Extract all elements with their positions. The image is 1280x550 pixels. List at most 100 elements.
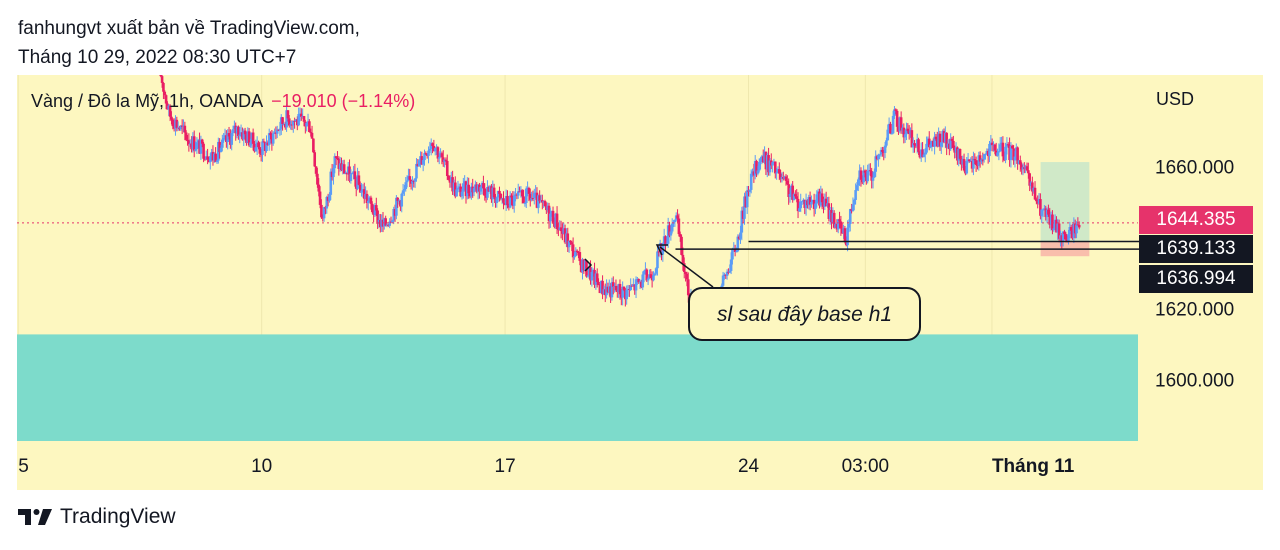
candle-body (725, 271, 729, 276)
candle-body (453, 182, 457, 197)
candle-body (380, 219, 383, 227)
candle-body (265, 142, 268, 152)
candle-body (431, 143, 434, 146)
candle-body (798, 208, 801, 212)
candle-body (1039, 199, 1042, 216)
candle-body (1051, 214, 1054, 231)
candle-body (498, 190, 501, 194)
candle-body (439, 153, 442, 158)
candle-body (945, 132, 948, 148)
horizontal-levels (17, 222, 1140, 250)
candle-body (620, 294, 623, 298)
candle-body (249, 142, 252, 146)
candle-body (259, 153, 263, 155)
candle-body (656, 251, 659, 269)
candle-body (171, 119, 175, 127)
candle-body (605, 286, 608, 296)
candle-body (330, 171, 334, 178)
candle-body (512, 195, 516, 206)
candle-body (336, 157, 339, 159)
candle-body (775, 172, 778, 174)
candle-body (329, 171, 333, 195)
candle-body (508, 195, 512, 208)
price-chart[interactable]: 1660.000 1620.000 1600.000 5 10 17 24 03:00 Thá… (17, 75, 1263, 490)
candle-body (194, 149, 197, 151)
candle-body (625, 289, 628, 300)
candle-body (364, 193, 367, 199)
candle-body (239, 132, 243, 135)
candle-body (225, 135, 228, 143)
candle-body (537, 195, 540, 208)
candle-body (752, 171, 756, 176)
candle-body (1077, 224, 1081, 228)
candle-body (819, 193, 823, 206)
candle-body (1005, 144, 1009, 147)
candle-body (1035, 199, 1038, 202)
candle-body (949, 138, 952, 150)
candle-body (441, 157, 445, 162)
annotation-callout[interactable]: sl sau đây base h1 (688, 287, 921, 341)
candle-body (640, 281, 643, 288)
candle-body (1000, 142, 1003, 145)
candle-body (421, 160, 425, 165)
candle-body (554, 213, 558, 227)
candle-body (447, 176, 450, 180)
candle-body (196, 140, 200, 143)
candle-body (1073, 223, 1077, 234)
x-tick-label: 17 (495, 456, 516, 477)
candle-body (727, 271, 730, 273)
candle-body (609, 286, 612, 298)
candle-body (297, 114, 300, 126)
candle-body (247, 131, 251, 146)
candle-body (221, 139, 224, 148)
candle-body (889, 123, 892, 134)
annotation-arrow (584, 244, 714, 288)
take-profit-zone (1040, 162, 1090, 242)
candle-body (723, 274, 726, 276)
candle-body (184, 132, 188, 140)
candle-body (877, 154, 880, 160)
candle-body (800, 201, 804, 203)
candle-body (565, 233, 568, 243)
candle-body (832, 212, 836, 228)
candle-body (293, 120, 296, 122)
candle-body (919, 149, 923, 158)
x-tick-label: 24 (738, 456, 760, 477)
candle-body (760, 156, 764, 159)
candle-body (771, 162, 774, 166)
candle-body (957, 149, 961, 161)
candle-body (970, 161, 974, 169)
candle-body (320, 204, 323, 218)
candle-body (784, 176, 788, 181)
candle-body (997, 151, 1001, 153)
candle-body (965, 160, 969, 174)
footer-brand[interactable]: TradingView (18, 505, 176, 529)
candle-body (1072, 223, 1076, 239)
candle-body (218, 141, 221, 152)
candle-body (962, 159, 966, 171)
candle-body (909, 130, 912, 135)
candle-body (215, 160, 219, 163)
candle-body (373, 205, 377, 215)
candle-body (848, 209, 852, 225)
candle-body (562, 228, 566, 234)
candle-body (242, 130, 246, 140)
candle-body (578, 252, 582, 261)
candle-body (1063, 231, 1066, 235)
candle-body (227, 133, 231, 137)
candle-body (387, 224, 390, 226)
candle-body (573, 255, 576, 258)
chart-frame[interactable]: 1660.000 1620.000 1600.000 5 10 17 24 03:00 Thá… (17, 75, 1263, 490)
candle-body (166, 103, 169, 110)
candle-body (289, 124, 292, 126)
symbol-name[interactable]: Vàng / Đô la Mỹ, 1h, OANDA (31, 91, 264, 111)
candle-body (993, 144, 997, 151)
candle-body (1014, 147, 1018, 157)
candle-body (354, 179, 358, 189)
candle-body (1013, 156, 1017, 161)
candle-body (1076, 224, 1080, 226)
candle-body (325, 197, 329, 209)
candle-body (495, 197, 499, 204)
candle-body (1057, 223, 1061, 239)
candle-body (786, 180, 789, 185)
